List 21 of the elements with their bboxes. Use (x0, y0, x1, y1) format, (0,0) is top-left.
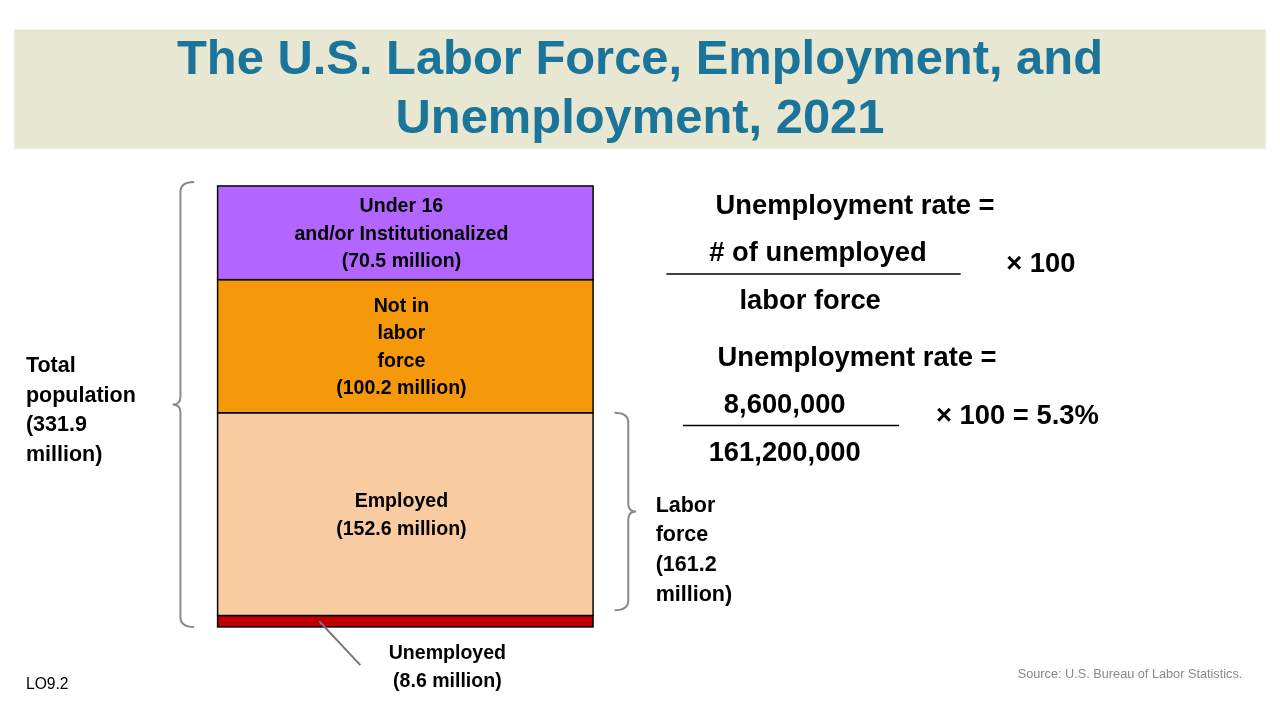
text: Total population (331.9 million) (25, 352, 136, 467)
data-label: (8.6 million) (393, 668, 502, 691)
text: labor force (739, 284, 881, 316)
series-label: Employed (354, 489, 449, 512)
text: Unemployment rate = (717, 340, 997, 372)
text: 8,600,000 (723, 387, 846, 419)
data-label: (100.2 million) (336, 376, 467, 399)
series-label: Under 16 and/or Institutionalized (294, 194, 509, 244)
data-label: (70.5 million) (341, 249, 462, 272)
text: × 100 = 5.3% (936, 398, 1099, 430)
data-label: (152.6 million) (336, 516, 467, 539)
series-label: Not in labor force (373, 293, 430, 371)
series-label: Unemployed (388, 641, 507, 664)
text: # of unemployed (709, 236, 927, 268)
text: Unemployment rate = (715, 189, 995, 221)
text: LO9.2 (25, 674, 69, 692)
text: × 100 (1006, 247, 1076, 278)
chart-title: The U.S. Labor Force, Employment, and Unemployment, 2021 (176, 30, 1104, 144)
source-note: Source: U.S. Bureau of Labor Statistics. (1017, 665, 1243, 681)
text: Labor force (161.2 million) (655, 492, 733, 607)
text: 161,200,000 (708, 435, 861, 467)
